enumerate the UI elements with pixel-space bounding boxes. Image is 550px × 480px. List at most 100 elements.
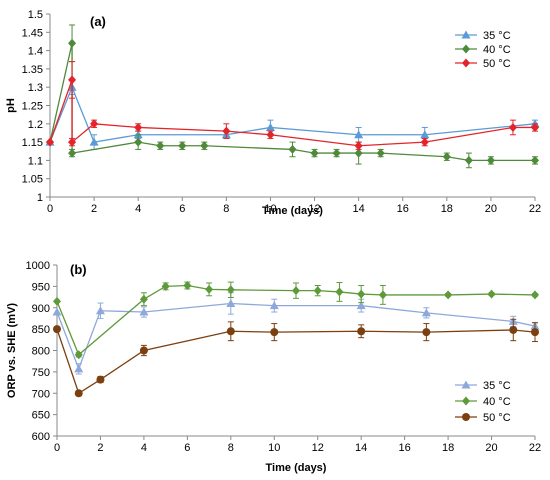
y-tick-label: 1.1 bbox=[28, 155, 43, 167]
data-point bbox=[183, 281, 192, 291]
data-point bbox=[357, 327, 366, 336]
data-point bbox=[420, 130, 430, 139]
y-tick-label: 1.15 bbox=[22, 137, 43, 149]
y-tick-label: 1.4 bbox=[28, 46, 43, 58]
y-tick-label: 850 bbox=[32, 324, 50, 336]
y-tick-label: 1.05 bbox=[22, 174, 43, 186]
y-tick-label: 600 bbox=[32, 431, 50, 443]
x-tick-label: 12 bbox=[308, 203, 320, 215]
panel-a-chart: 1 1.05 1.1 1.15 1.2 1.25 1.3 1.35 1.4 1.45 1.5 0 2 4 6… bbox=[5, 9, 541, 217]
x-tick-label: 22 bbox=[529, 442, 541, 454]
data-point bbox=[270, 328, 279, 337]
data-point bbox=[139, 294, 148, 304]
x-tick-label: 8 bbox=[223, 203, 229, 215]
x-tick-label: 4 bbox=[135, 203, 141, 215]
data-point bbox=[52, 307, 62, 316]
legend-marker bbox=[462, 413, 470, 421]
series-line bbox=[56, 302, 536, 371]
data-point bbox=[53, 325, 61, 334]
x-tick-label: 12 bbox=[312, 442, 324, 454]
data-point bbox=[487, 289, 496, 299]
data-point bbox=[178, 141, 187, 151]
x-tick-label: 6 bbox=[179, 203, 185, 215]
x-tick-label: 8 bbox=[228, 442, 234, 454]
data-point bbox=[68, 38, 77, 48]
y-tick-label: 1.5 bbox=[28, 9, 43, 21]
x-tick-label: 4 bbox=[141, 442, 147, 454]
x-tick-label: 10 bbox=[264, 203, 276, 215]
data-point bbox=[531, 155, 539, 165]
data-point bbox=[96, 375, 105, 384]
data-point bbox=[269, 301, 279, 310]
data-point bbox=[139, 307, 149, 316]
data-point bbox=[205, 284, 214, 294]
data-point bbox=[354, 130, 364, 139]
legend-marker bbox=[462, 44, 470, 54]
x-tick-label: 2 bbox=[97, 442, 103, 454]
data-point bbox=[422, 328, 431, 337]
data-point bbox=[356, 301, 366, 310]
data-point bbox=[288, 144, 297, 154]
data-point bbox=[266, 130, 275, 140]
data-point bbox=[74, 350, 83, 360]
data-point bbox=[531, 328, 539, 337]
series-2 bbox=[46, 61, 539, 151]
legend-entry: 35 °C bbox=[483, 30, 511, 42]
legend-marker bbox=[462, 396, 470, 406]
series-0 bbox=[52, 292, 540, 375]
data-point bbox=[68, 148, 77, 158]
data-point bbox=[420, 137, 429, 147]
y-axis-label: pH bbox=[5, 98, 17, 113]
x-axis-label: Time (days) bbox=[266, 462, 327, 474]
legend-entry: 40 °C bbox=[483, 396, 511, 408]
y-tick-label: 1.35 bbox=[22, 64, 43, 76]
data-point bbox=[292, 286, 300, 296]
data-point bbox=[531, 122, 539, 132]
panel-label: (b) bbox=[70, 262, 87, 277]
y-tick-label: 750 bbox=[32, 367, 50, 379]
x-tick-label: 14 bbox=[355, 442, 367, 454]
legend-entry: 50 °C bbox=[483, 58, 511, 70]
data-point bbox=[357, 289, 366, 299]
y-tick-label: 1.3 bbox=[28, 82, 43, 94]
y-tick-label: 800 bbox=[32, 346, 50, 358]
x-tick-label: 20 bbox=[485, 442, 497, 454]
data-point bbox=[90, 119, 99, 129]
x-tick-label: 18 bbox=[442, 442, 454, 454]
y-tick-label: 900 bbox=[32, 303, 50, 315]
data-point bbox=[68, 75, 77, 85]
y-tick-label: 1.45 bbox=[22, 27, 43, 39]
data-point bbox=[222, 126, 231, 136]
x-tick-label: 10 bbox=[268, 442, 280, 454]
data-point bbox=[444, 290, 453, 300]
legend-marker bbox=[462, 58, 470, 68]
data-point bbox=[89, 137, 99, 146]
x-tick-label: 18 bbox=[441, 203, 453, 215]
y-tick-label: 950 bbox=[32, 281, 50, 293]
data-point bbox=[200, 141, 209, 151]
data-point bbox=[68, 137, 77, 147]
y-tick-label: 1.2 bbox=[28, 119, 43, 131]
x-axis-label: Time (days) bbox=[262, 205, 323, 217]
data-point bbox=[134, 137, 143, 147]
y-tick-label: 1.25 bbox=[22, 101, 43, 113]
data-point bbox=[378, 290, 387, 300]
legend-entry: 50 °C bbox=[483, 412, 511, 424]
x-tick-label: 22 bbox=[529, 203, 541, 215]
y-tick-label: 1 bbox=[37, 192, 43, 204]
data-point bbox=[508, 122, 517, 132]
legend: 35 °C 40 °C 50 °C bbox=[455, 30, 511, 70]
y-tick-label: 1000 bbox=[26, 260, 50, 272]
series-0 bbox=[45, 79, 540, 150]
x-tick-label: 16 bbox=[397, 203, 409, 215]
data-point bbox=[226, 327, 235, 336]
series-line bbox=[49, 85, 536, 143]
data-point bbox=[332, 148, 341, 158]
panel-b-chart: 600 650 700 750 800 850 900 950 1000 0 2 4 6 8 10 12 14 1… bbox=[6, 260, 541, 474]
data-point bbox=[95, 306, 105, 315]
data-point bbox=[74, 389, 83, 398]
data-point bbox=[74, 364, 84, 373]
series-1 bbox=[46, 24, 539, 169]
series-line bbox=[49, 79, 535, 147]
